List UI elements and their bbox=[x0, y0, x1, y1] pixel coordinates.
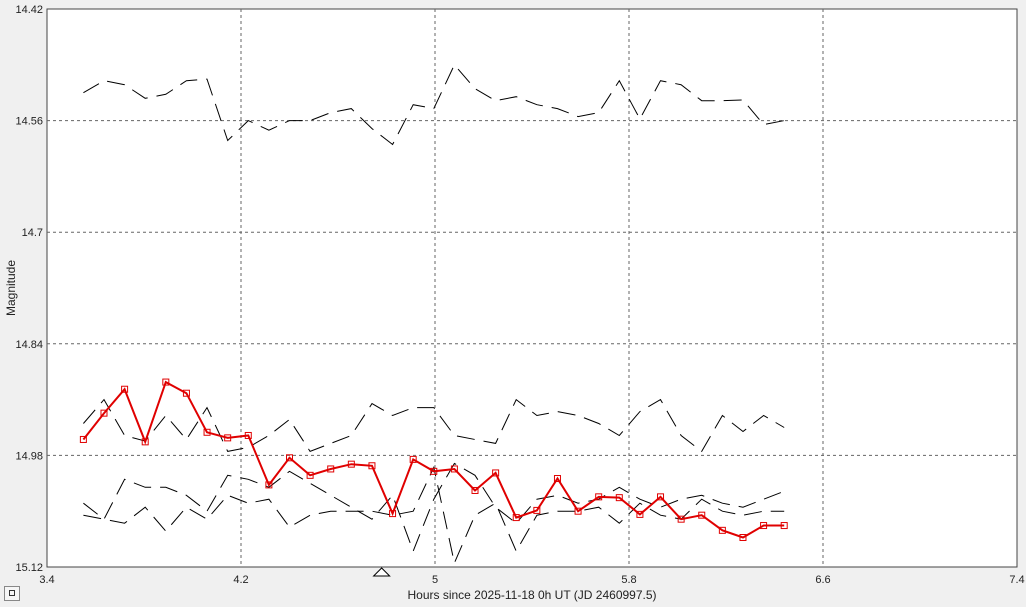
data-point-marker[interactable] bbox=[512, 514, 520, 522]
data-point-marker[interactable] bbox=[450, 465, 458, 473]
comparison-star-line-4[interactable] bbox=[83, 465, 785, 565]
data-point-marker[interactable] bbox=[615, 494, 623, 502]
data-point-marker[interactable] bbox=[121, 385, 129, 393]
y-tick-label: 14.56 bbox=[15, 116, 43, 128]
y-axis-title: Magnitude bbox=[4, 260, 18, 316]
data-point-marker[interactable] bbox=[760, 522, 768, 530]
data-point-marker[interactable] bbox=[327, 465, 335, 473]
data-point-marker[interactable] bbox=[244, 431, 252, 439]
x-axis-title: Hours since 2025-11-18 0h UT (JD 2460997… bbox=[407, 588, 656, 602]
x-tick-label: 6.6 bbox=[815, 574, 830, 586]
comparison-star-line-2[interactable] bbox=[83, 398, 785, 453]
target-light-curve-line[interactable] bbox=[82, 380, 785, 539]
x-tick-label: 7.4 bbox=[1009, 574, 1024, 586]
reset-zoom-button[interactable] bbox=[4, 586, 20, 601]
x-tick-labels: 3.4 4.2 5 5.8 6.6 7.4 bbox=[39, 574, 1024, 586]
data-point-marker[interactable] bbox=[409, 455, 417, 463]
y-tick-label: 14.98 bbox=[15, 450, 43, 462]
data-point-marker[interactable] bbox=[677, 515, 685, 523]
x-tick-label: 5.8 bbox=[621, 574, 636, 586]
x-tick-label: 3.4 bbox=[39, 574, 54, 586]
y-tick-labels: 14.42 14.56 14.7 14.84 14.98 15.12 bbox=[15, 4, 43, 574]
y-tick-label: 14.7 bbox=[22, 227, 43, 239]
data-point-marker[interactable] bbox=[533, 506, 541, 514]
y-tick-label: 14.42 bbox=[15, 4, 43, 16]
data-point-marker[interactable] bbox=[739, 534, 747, 542]
data-point-marker[interactable] bbox=[718, 526, 726, 534]
data-point-marker[interactable] bbox=[471, 486, 479, 494]
data-point-marker[interactable] bbox=[389, 510, 397, 518]
data-point-marker[interactable] bbox=[182, 389, 190, 397]
data-point-marker[interactable] bbox=[203, 428, 211, 436]
data-point-marker[interactable] bbox=[698, 511, 706, 519]
plot-area[interactable] bbox=[46, 8, 1018, 568]
data-point-marker[interactable] bbox=[162, 378, 170, 386]
data-point-marker[interactable] bbox=[657, 493, 665, 501]
comparison-star-line-1[interactable] bbox=[83, 63, 785, 146]
data-point-marker[interactable] bbox=[100, 409, 108, 417]
data-point-marker[interactable] bbox=[780, 522, 788, 530]
y-tick-label: 14.84 bbox=[15, 339, 43, 351]
data-point-marker[interactable] bbox=[224, 434, 232, 442]
data-point-marker[interactable] bbox=[286, 454, 293, 462]
data-point-marker[interactable] bbox=[553, 475, 561, 483]
data-point-marker[interactable] bbox=[368, 462, 376, 470]
data-point-marker[interactable] bbox=[636, 510, 644, 518]
time-marker-triangle-icon[interactable] bbox=[372, 567, 391, 577]
data-point-marker[interactable] bbox=[347, 460, 355, 468]
series-layer bbox=[79, 63, 788, 565]
y-tick-label: 15.12 bbox=[15, 562, 43, 574]
x-tick-label: 5 bbox=[432, 574, 438, 586]
square-icon bbox=[9, 590, 15, 596]
data-point-marker[interactable] bbox=[492, 469, 500, 477]
data-point-marker[interactable] bbox=[430, 467, 438, 475]
grid-lines bbox=[47, 9, 1017, 567]
data-point-marker[interactable] bbox=[141, 438, 149, 446]
data-point-marker[interactable] bbox=[306, 471, 314, 479]
x-tick-label: 4.2 bbox=[233, 574, 248, 586]
data-point-marker[interactable] bbox=[574, 507, 582, 515]
data-point-marker[interactable] bbox=[595, 493, 603, 501]
data-point-marker[interactable] bbox=[265, 481, 273, 489]
data-point-marker[interactable] bbox=[79, 435, 87, 443]
